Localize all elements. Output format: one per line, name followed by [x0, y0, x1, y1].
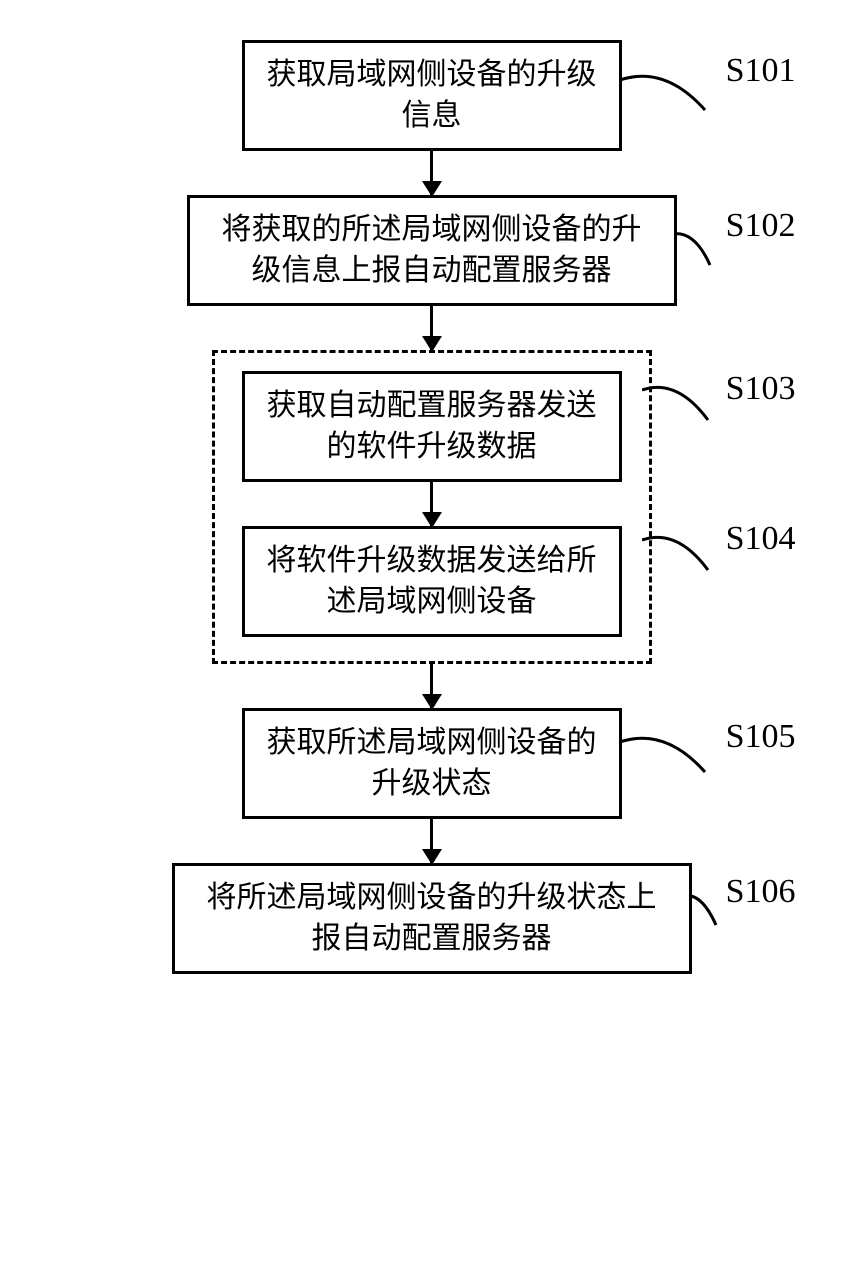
- dashed-group: 获取自动配置服务器发送的软件升级数据 将软件升级数据发送给所述局域网侧设备: [212, 350, 652, 664]
- flowchart-container: 获取局域网侧设备的升级信息 S101 将获取的所述局域网侧设备的升级信息上报自动…: [82, 40, 782, 974]
- arrow-2: [430, 306, 433, 350]
- step-s102-box: 将获取的所述局域网侧设备的升级信息上报自动配置服务器: [187, 195, 677, 306]
- step-s106-box: 将所述局域网侧设备的升级状态上报自动配置服务器: [172, 863, 692, 974]
- step-s106-row: 将所述局域网侧设备的升级状态上报自动配置服务器 S106: [82, 863, 782, 974]
- step-s105-row: 获取所述局域网侧设备的升级状态 S105: [82, 708, 782, 819]
- step-s101-row: 获取局域网侧设备的升级信息 S101: [82, 40, 782, 151]
- arrow-4-container: [242, 664, 622, 708]
- arrow-2-container: [242, 306, 622, 350]
- step-s101-box: 获取局域网侧设备的升级信息: [242, 40, 622, 151]
- step-s106-text: 将所述局域网侧设备的升级状态上报自动配置服务器: [207, 881, 657, 955]
- step-s101-text: 获取局域网侧设备的升级信息: [267, 58, 597, 132]
- step-s103-box: 获取自动配置服务器发送的软件升级数据: [242, 371, 622, 482]
- step-s105-label: S105: [726, 718, 796, 756]
- step-s103-label: S103: [726, 370, 796, 408]
- arrow-3-container: [242, 482, 622, 526]
- step-s103-text: 获取自动配置服务器发送的软件升级数据: [267, 389, 597, 463]
- step-s102-label: S102: [726, 207, 796, 245]
- arrow-4: [430, 664, 433, 708]
- step-s104-box: 将软件升级数据发送给所述局域网侧设备: [242, 526, 622, 637]
- connector-s104: [642, 530, 712, 578]
- connector-s101: [620, 70, 710, 120]
- flowchart-column: 获取局域网侧设备的升级信息 S101 将获取的所述局域网侧设备的升级信息上报自动…: [82, 40, 782, 974]
- arrow-1: [430, 151, 433, 195]
- connector-s105: [620, 732, 710, 782]
- step-s102-row: 将获取的所述局域网侧设备的升级信息上报自动配置服务器 S102: [82, 195, 782, 306]
- step-s104-text: 将软件升级数据发送给所述局域网侧设备: [267, 544, 597, 618]
- dashed-group-row: 获取自动配置服务器发送的软件升级数据 将软件升级数据发送给所述局域网侧设备 S1…: [82, 350, 782, 664]
- step-s105-box: 获取所述局域网侧设备的升级状态: [242, 708, 622, 819]
- arrow-1-container: [242, 151, 622, 195]
- step-s102-text: 将获取的所述局域网侧设备的升级信息上报自动配置服务器: [222, 213, 642, 287]
- connector-s103: [642, 380, 712, 428]
- arrow-5: [430, 819, 433, 863]
- arrow-3: [430, 482, 433, 526]
- step-s104-label: S104: [726, 520, 796, 558]
- step-s105-text: 获取所述局域网侧设备的升级状态: [267, 726, 597, 800]
- step-s103-row: 获取自动配置服务器发送的软件升级数据: [239, 371, 625, 482]
- arrow-5-container: [242, 819, 622, 863]
- step-s104-row: 将软件升级数据发送给所述局域网侧设备: [239, 526, 625, 637]
- step-s101-label: S101: [726, 52, 796, 90]
- step-s106-label: S106: [726, 873, 796, 911]
